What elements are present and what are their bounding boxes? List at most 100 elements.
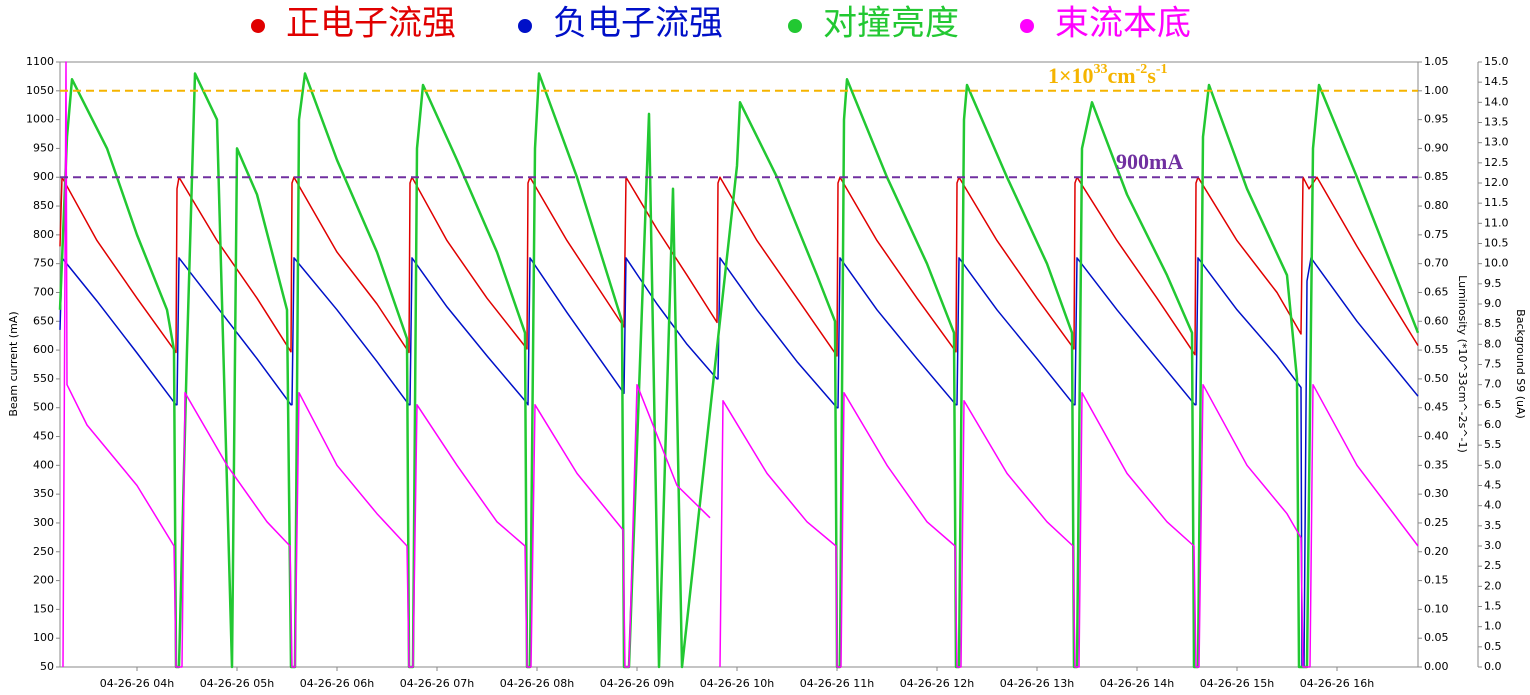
x-tick-label: 04-26-26 05h (200, 677, 274, 690)
x-tick-label: 04-26-26 11h (800, 677, 874, 690)
reference-label-part: s (1147, 63, 1156, 88)
y-tick-label: 750 (33, 257, 54, 270)
series-line (58, 72, 1420, 669)
reference-label: 900mA (1116, 149, 1183, 174)
legend-marker (1020, 19, 1034, 33)
y3-tick-label: 1.0 (1484, 620, 1502, 633)
plot-frame (59, 61, 1419, 668)
legend-label: 束流本底 (1055, 4, 1191, 44)
y3-tick-label: 1.5 (1484, 600, 1502, 613)
y2-tick-label: 0.40 (1424, 430, 1449, 443)
x-tick-label: 04-26-26 07h (400, 677, 474, 690)
y2-tick-label: 1.00 (1424, 84, 1449, 97)
y2-tick-label: 0.90 (1424, 141, 1449, 154)
y2-tick-label: 0.45 (1424, 401, 1449, 414)
x-tick-label: 04-26-26 04h (100, 677, 174, 690)
y-tick-label: 100 (33, 631, 54, 644)
y-tick-label: 800 (33, 228, 54, 241)
y3-tick-label: 3.0 (1484, 539, 1502, 552)
y-tick-label: 600 (33, 343, 54, 356)
y-tick-label: 550 (33, 372, 54, 385)
y2-tick-label: 0.25 (1424, 516, 1449, 529)
y3-tick-label: 13.5 (1484, 116, 1509, 129)
series-line (59, 257, 1419, 668)
reference-label-part: 900mA (1116, 149, 1183, 174)
y2-tick-label: 0.80 (1424, 199, 1449, 212)
y3-tick-label: 11.5 (1484, 196, 1509, 209)
y3-tick-label: 9.0 (1484, 297, 1502, 310)
y2-tick-label: 0.55 (1424, 343, 1449, 356)
y2-tick-label: 0.75 (1424, 228, 1449, 241)
y3-tick-label: 3.5 (1484, 519, 1502, 532)
y2-tick-label: 1.05 (1424, 55, 1449, 68)
y3-tick-label: 12.5 (1484, 156, 1509, 169)
y3-tick-label: 8.0 (1484, 337, 1502, 350)
y3-tick-label: 11.0 (1484, 216, 1509, 229)
y2-axis-label: Luminosity (*10^33cm^-2s^-1) (1456, 275, 1469, 453)
y-tick-label: 300 (33, 516, 54, 529)
x-tick-label: 04-26-26 06h (300, 677, 374, 690)
x-tick-label: 04-26-26 13h (1000, 677, 1074, 690)
y2-tick-label: 0.70 (1424, 257, 1449, 270)
y-tick-label: 200 (33, 574, 54, 587)
x-tick-label: 04-26-26 14h (1100, 677, 1174, 690)
legend-marker (251, 19, 265, 33)
y-tick-label: 850 (33, 199, 54, 212)
y3-tick-label: 9.5 (1484, 277, 1502, 290)
y2-tick-label: 0.85 (1424, 170, 1449, 183)
series-line (62, 61, 1419, 668)
reference-label: 1×1033cm-2s-1 (1048, 62, 1168, 88)
reference-label-part: -1 (1156, 62, 1168, 77)
reference-label-part: -2 (1136, 62, 1148, 77)
y-tick-label: 1050 (26, 84, 54, 97)
y3-tick-label: 7.0 (1484, 378, 1502, 391)
y-tick-label: 400 (33, 458, 54, 471)
y2-tick-label: 0.10 (1424, 602, 1449, 615)
y3-tick-label: 10.5 (1484, 237, 1509, 250)
y3-tick-label: 14.5 (1484, 75, 1509, 88)
y3-tick-label: 2.0 (1484, 579, 1502, 592)
y3-tick-label: 15.0 (1484, 55, 1509, 68)
y2-tick-label: 0.95 (1424, 113, 1449, 126)
y2-tick-label: 0.50 (1424, 372, 1449, 385)
y3-axis-label: Background S9 (uA) (1514, 309, 1527, 419)
x-tick-label: 04-26-26 10h (700, 677, 774, 690)
y-axis-label: Beam current (mA) (7, 311, 20, 416)
y2-tick-label: 0.65 (1424, 285, 1449, 298)
x-tick-label: 04-26-26 08h (500, 677, 574, 690)
y-tick-label: 950 (33, 141, 54, 154)
y3-tick-label: 7.5 (1484, 358, 1502, 371)
series-line (59, 176, 1419, 357)
y3-tick-label: 6.5 (1484, 398, 1502, 411)
x-tick-label: 04-26-26 12h (900, 677, 974, 690)
reference-label-part: cm (1108, 63, 1136, 88)
x-tick-label: 04-26-26 15h (1200, 677, 1274, 690)
y-tick-label: 900 (33, 170, 54, 183)
reference-label-part: 1×10 (1048, 63, 1094, 88)
legend-label: 负电子流强 (553, 4, 723, 44)
legend-label: 对撞亮度 (823, 4, 959, 44)
legend-label: 正电子流强 (286, 4, 456, 44)
y2-tick-label: 0.35 (1424, 458, 1449, 471)
reference-label-part: 33 (1094, 62, 1108, 77)
y3-tick-label: 4.5 (1484, 479, 1502, 492)
legend-marker (788, 19, 802, 33)
x-tick-label: 04-26-26 09h (600, 677, 674, 690)
y3-tick-label: 5.5 (1484, 438, 1502, 451)
y3-tick-label: 13.0 (1484, 136, 1509, 149)
x-tick-label: 04-26-26 16h (1300, 677, 1374, 690)
y-tick-label: 150 (33, 602, 54, 615)
y3-tick-label: 8.5 (1484, 317, 1502, 330)
y3-tick-label: 5.0 (1484, 458, 1502, 471)
legend-marker (518, 19, 532, 33)
y-tick-label: 700 (33, 285, 54, 298)
y2-tick-label: 0.15 (1424, 574, 1449, 587)
y2-tick-label: 0.30 (1424, 487, 1449, 500)
y-tick-label: 1100 (26, 55, 54, 68)
y2-tick-label: 0.00 (1424, 660, 1449, 673)
y-tick-label: 350 (33, 487, 54, 500)
y-tick-label: 1000 (26, 113, 54, 126)
y-tick-label: 450 (33, 430, 54, 443)
